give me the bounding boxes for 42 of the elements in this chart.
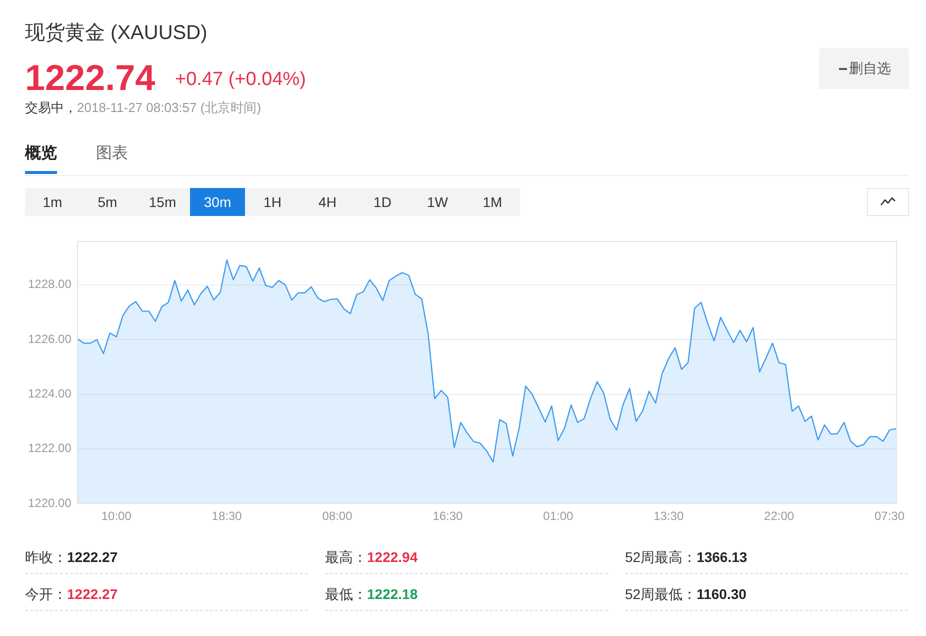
x-tick-label: 08:00 bbox=[322, 509, 353, 524]
text: 15m bbox=[148, 193, 178, 212]
text: 1222.18 bbox=[367, 586, 418, 602]
y-tick-label: 1220.00 bbox=[28, 496, 72, 510]
x-tick-label: 01:00 bbox=[543, 509, 574, 524]
text: 1222.94 bbox=[367, 549, 418, 565]
x-tick-label: 13:30 bbox=[654, 509, 684, 524]
text: 最高： bbox=[325, 549, 367, 565]
text: 1366.13 bbox=[696, 549, 748, 565]
y-tick-label: 1224.00 bbox=[28, 386, 72, 401]
text: 1m bbox=[42, 193, 64, 212]
text: 2018-11-27 08:03:57 (北京时间) bbox=[77, 100, 262, 115]
text: 30m bbox=[190, 188, 245, 216]
text: 1160.30 bbox=[696, 586, 746, 602]
x-tick-label: 22:00 bbox=[764, 509, 794, 524]
text: 今开： bbox=[25, 586, 67, 602]
text: 删自选 bbox=[849, 59, 892, 78]
text: 概览 bbox=[25, 144, 57, 164]
text: 最低： bbox=[325, 586, 367, 602]
text: 昨收： bbox=[25, 549, 67, 565]
text: 1222.27 bbox=[67, 586, 118, 602]
text: 1M bbox=[482, 193, 504, 212]
x-tick-label: 16:30 bbox=[432, 509, 464, 524]
text: 1W bbox=[426, 193, 449, 212]
text: 52周最低： bbox=[625, 586, 697, 602]
text: 1H bbox=[262, 193, 282, 212]
x-tick-label: 07:30 bbox=[874, 509, 905, 524]
x-tick-label: 18:30 bbox=[212, 509, 242, 524]
text: +0.47 (+0.04%) bbox=[175, 69, 306, 92]
y-tick-label: 1228.00 bbox=[28, 277, 72, 292]
text: 1222.27 bbox=[67, 549, 118, 565]
y-tick-label: 1222.00 bbox=[28, 441, 72, 456]
x-tick-label: 10:00 bbox=[101, 509, 132, 524]
text: 图表 bbox=[96, 144, 128, 164]
text: 1D bbox=[372, 193, 392, 212]
chart-title: 现货黄金 (XAUUSD) bbox=[25, 21, 208, 45]
y-tick-label: 1226.00 bbox=[28, 332, 72, 346]
text: 4H bbox=[318, 193, 338, 212]
text: 交易中， bbox=[25, 100, 77, 115]
text: 52周最高： bbox=[625, 549, 697, 565]
text: 1222.74 bbox=[25, 56, 156, 100]
text: 5m bbox=[96, 193, 118, 212]
